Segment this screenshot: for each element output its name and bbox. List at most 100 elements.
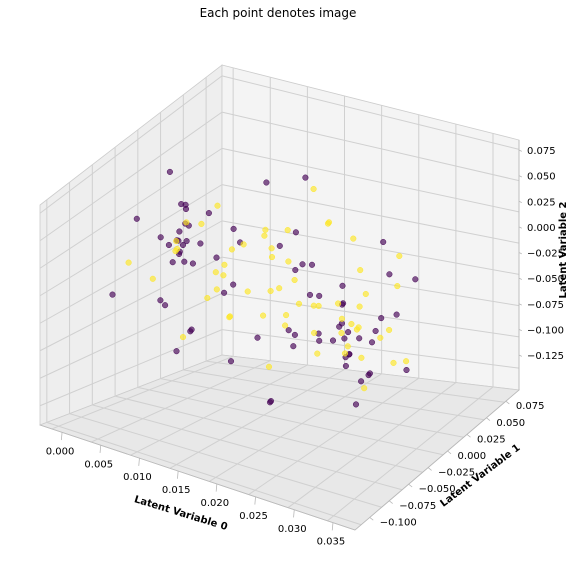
- data-point-class-1: [310, 185, 317, 193]
- x-tick-label: 0.005: [84, 459, 113, 470]
- z-tick-label: −0.075: [527, 300, 564, 311]
- floor-grid-x-line: [248, 377, 420, 495]
- data-point-class-1: [261, 232, 268, 239]
- data-point-class-0: [254, 334, 261, 341]
- back-grid-horizontal-line: [221, 329, 520, 369]
- x-tick-label: 0.025: [239, 511, 268, 522]
- z-tick-mark: [518, 149, 522, 152]
- floor-grid-x-line: [327, 386, 494, 522]
- z-axis-ticks: 0.075 0.050 0.025 0.000 −0.025 −0.050 −0.075 −0…: [518, 146, 564, 362]
- data-point-class-0: [368, 339, 376, 346]
- z-tick-mark: [518, 303, 522, 306]
- x-tick-label: 0.015: [162, 485, 191, 496]
- data-point-class-1: [173, 238, 180, 245]
- y-tick-label: −0.100: [380, 517, 417, 528]
- data-point-class-0: [292, 229, 299, 236]
- x-tick-mark: [177, 471, 179, 479]
- data-point-class-1: [358, 354, 365, 361]
- data-point-class-1: [221, 261, 228, 268]
- data-point-class-0: [352, 401, 360, 408]
- data-point-class-1: [310, 302, 317, 309]
- data-point-class-1: [213, 286, 220, 293]
- y-tick-label: −0.050: [419, 484, 456, 495]
- back-grid-horizontal-line: [221, 111, 520, 182]
- data-point-class-0: [356, 335, 363, 342]
- back-grid-horizontal-line: [221, 75, 520, 150]
- data-point-class-1: [344, 343, 351, 350]
- data-point-class-0: [393, 311, 400, 318]
- data-point-class-0: [178, 201, 185, 208]
- data-point-class-1: [268, 254, 276, 261]
- data-point-class-0: [183, 238, 190, 245]
- data-point-class-0: [403, 366, 410, 374]
- data-point-class-0: [290, 343, 297, 350]
- data-point-class-1: [325, 219, 333, 226]
- y-tick-label: 0.050: [496, 418, 525, 429]
- data-point-class-0: [341, 335, 348, 342]
- y-tick-label: 0.025: [477, 434, 506, 445]
- data-point-class-0: [221, 289, 228, 296]
- data-point-class-0: [157, 234, 164, 241]
- x-tick-label: 0.030: [278, 524, 307, 535]
- data-point-class-1: [276, 285, 283, 292]
- y-tick-label: −0.025: [438, 468, 475, 479]
- x-tick-label: 0.000: [46, 446, 75, 457]
- data-point-class-1: [282, 322, 289, 329]
- data-point-class-0: [412, 276, 419, 283]
- data-point-class-0: [329, 337, 337, 344]
- z-tick-label: −0.125: [527, 351, 564, 362]
- data-point-class-0: [173, 348, 180, 355]
- x-tick-mark: [215, 483, 218, 492]
- left-grid-horizontal-line: [39, 111, 223, 242]
- z-tick-mark: [518, 354, 522, 357]
- data-point-class-0: [302, 174, 309, 181]
- data-point-class-0: [187, 328, 194, 335]
- y-tick-mark: [408, 483, 413, 488]
- x-tick-mark: [293, 509, 295, 518]
- data-point-class-0: [230, 225, 237, 232]
- data-point-class-0: [380, 238, 387, 246]
- data-point-class-1: [362, 290, 369, 298]
- x-tick-mark: [138, 458, 140, 466]
- z-tick-label: 0.075: [527, 146, 556, 157]
- data-point-class-0: [336, 323, 343, 330]
- data-point-class-0: [386, 271, 393, 278]
- floor-grid-x-line: [169, 369, 345, 469]
- back-grid-horizontal-line: [221, 292, 520, 338]
- z-tick-mark: [518, 200, 522, 204]
- data-point-class-1: [291, 276, 298, 284]
- data-point-class-0: [213, 254, 220, 261]
- y-tick-mark: [369, 517, 374, 521]
- data-point-class-1: [265, 363, 273, 370]
- z-tick-label: 0.025: [527, 197, 556, 208]
- data-point-class-1: [262, 226, 269, 233]
- floor-grid-x-line: [51, 355, 234, 430]
- data-point-class-1: [198, 220, 205, 227]
- floor-grid-x-line: [90, 360, 271, 443]
- left-grid-horizontal-line: [39, 147, 223, 269]
- data-point-class-0: [342, 362, 349, 370]
- data-point-class-1: [348, 320, 355, 328]
- data-point-class-1: [212, 269, 219, 276]
- data-point-class-0: [169, 259, 176, 266]
- data-point-class-1: [338, 329, 345, 337]
- x-axis-line: [39, 424, 356, 531]
- chart-title: Each point denotes image: [200, 6, 357, 20]
- back-grid-horizontal-line: [221, 220, 520, 275]
- data-point-class-0: [182, 205, 190, 213]
- data-point-class-1: [179, 334, 187, 341]
- y-axis-line: [354, 389, 520, 531]
- x-tick-label: 0.035: [317, 537, 346, 548]
- data-point-class-1: [283, 312, 290, 319]
- data-point-class-1: [295, 300, 303, 307]
- data-point-class-1: [183, 219, 190, 226]
- data-point-class-1: [226, 314, 233, 321]
- y-tick-label: −0.075: [399, 501, 436, 512]
- data-point-class-1: [285, 258, 292, 265]
- x-tick-label: 0.020: [201, 498, 230, 509]
- data-point-class-1: [204, 294, 211, 302]
- z-tick-mark: [518, 175, 522, 178]
- floor-grid-x-line: [130, 364, 308, 456]
- x-tick-mark: [254, 496, 256, 505]
- data-point-class-1: [335, 300, 342, 307]
